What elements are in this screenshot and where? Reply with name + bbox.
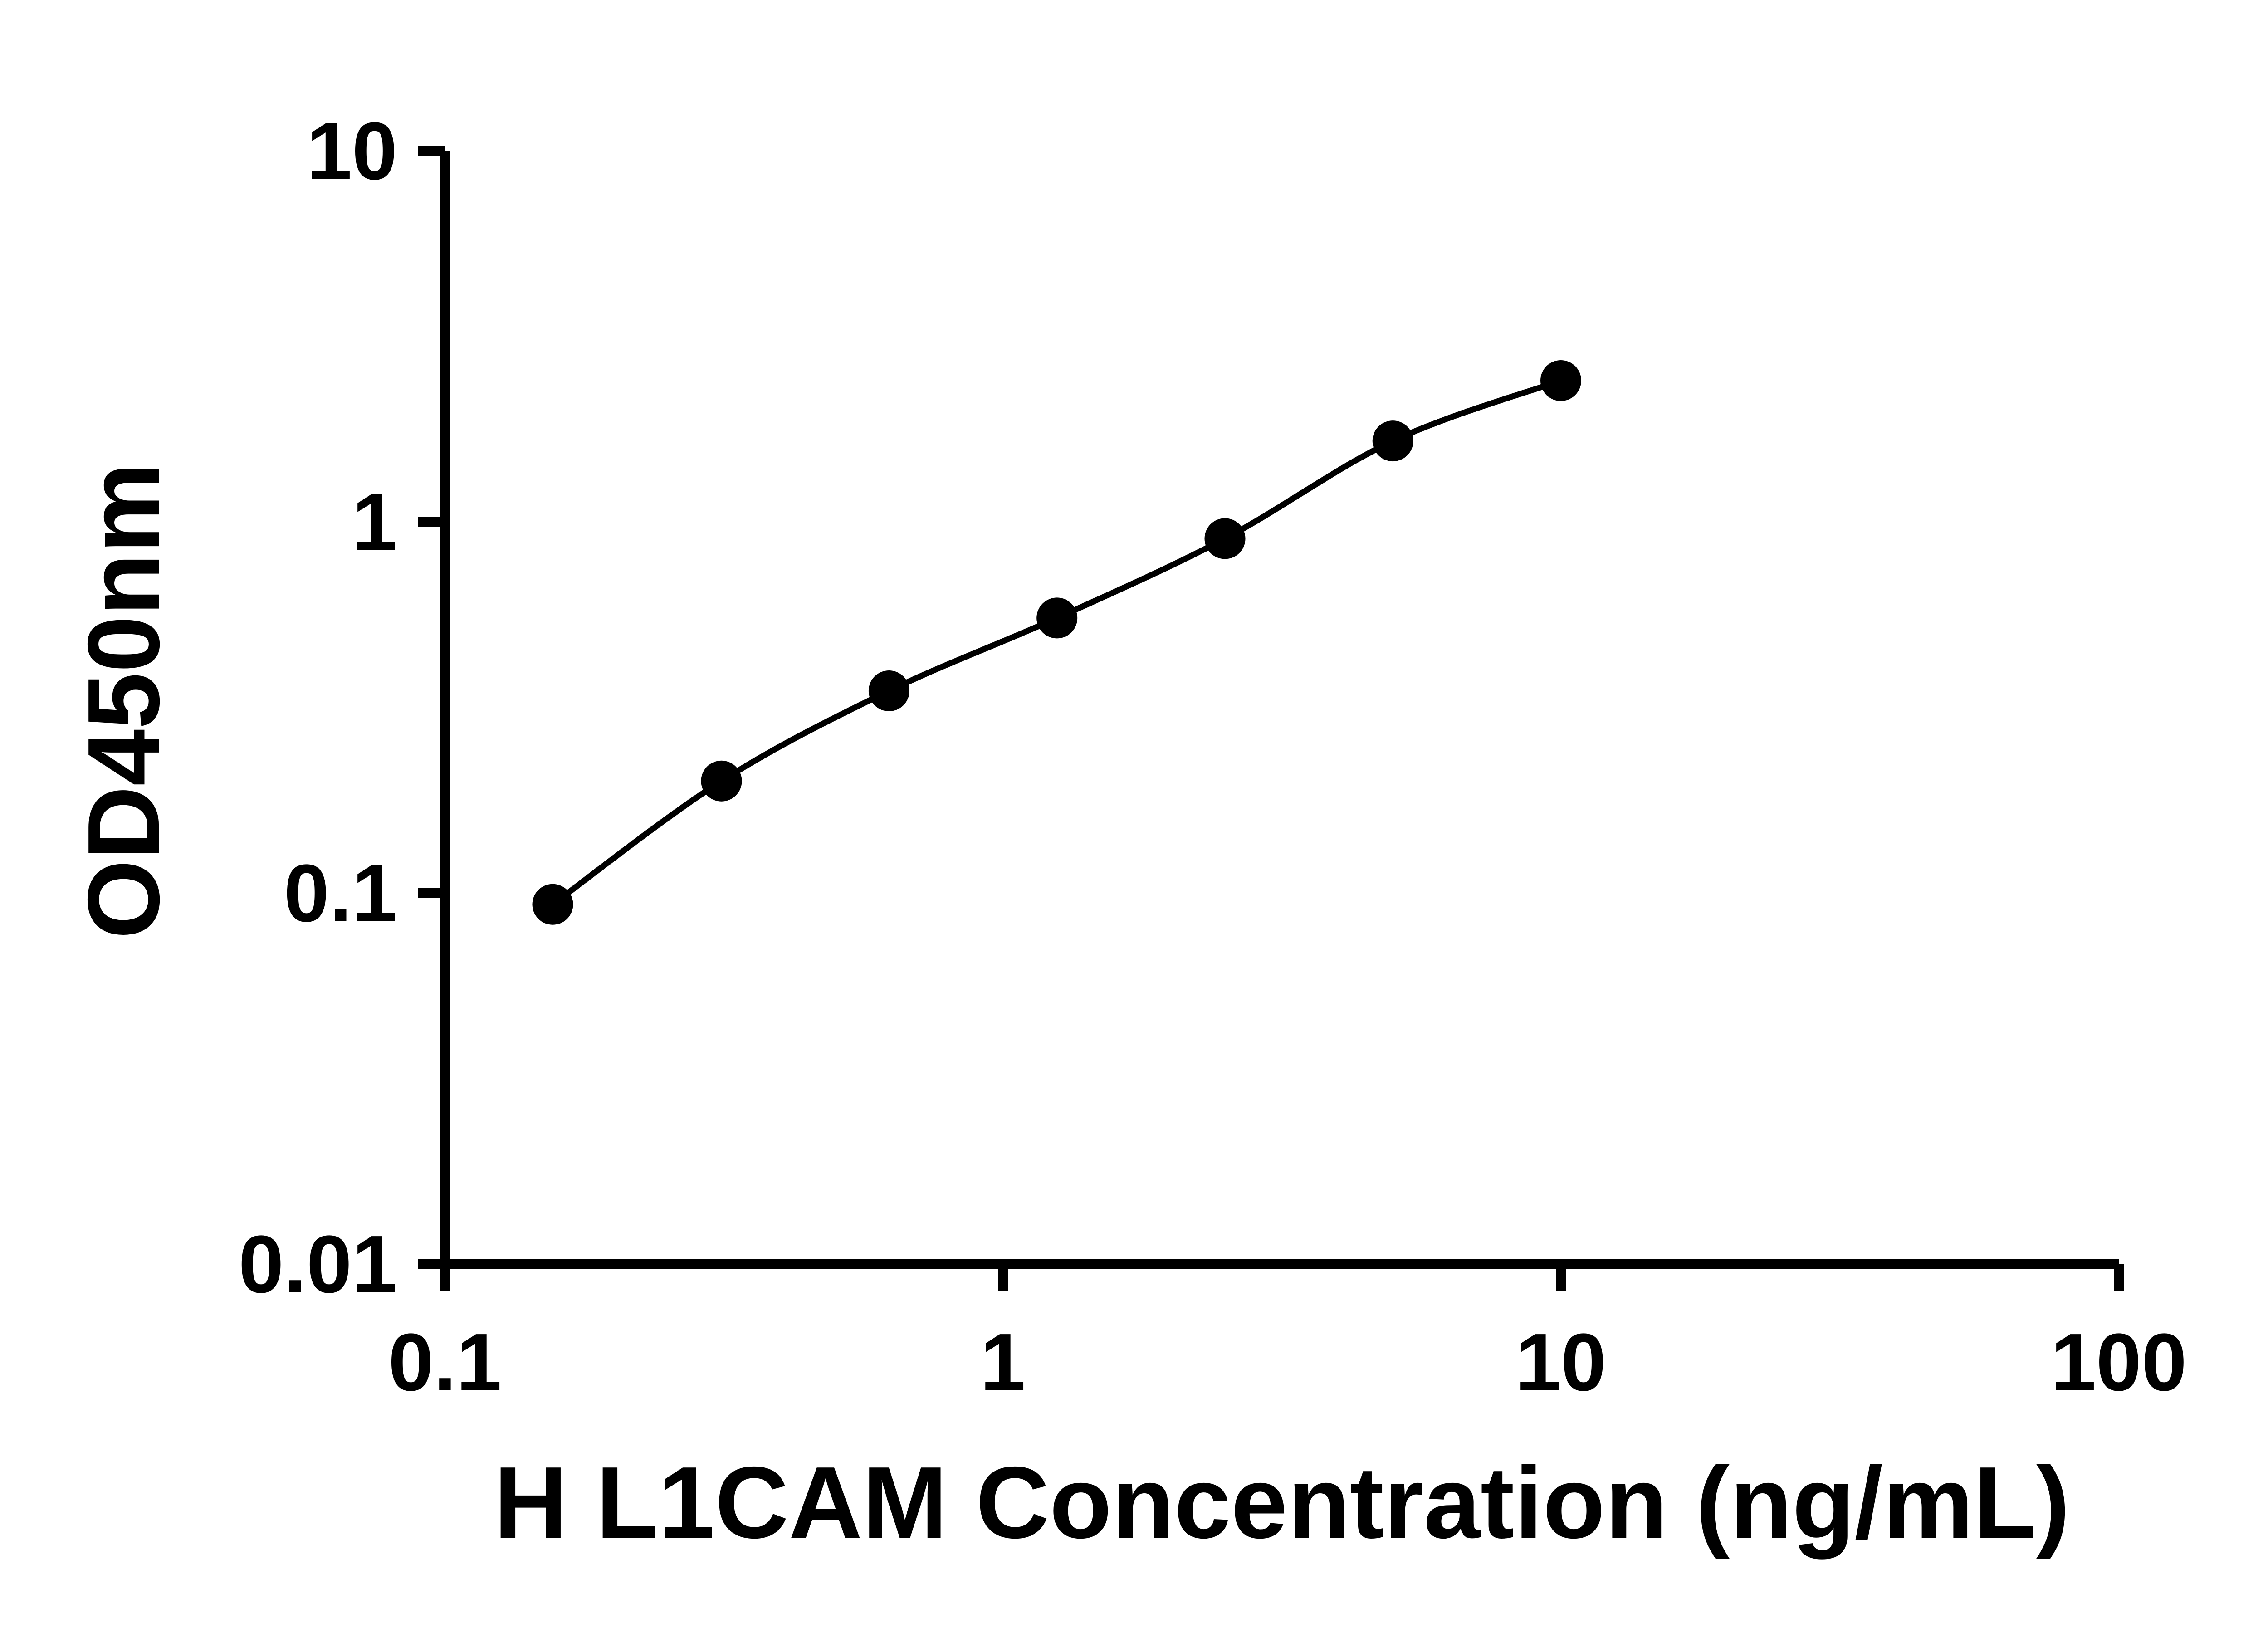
- data-point: [868, 670, 909, 711]
- y-tick-label: 10: [307, 106, 397, 197]
- x-tick-label: 1: [980, 1317, 1026, 1408]
- data-point: [532, 884, 573, 925]
- curve-line: [550, 377, 1564, 908]
- y-tick-label: 1: [352, 477, 397, 568]
- data-point: [1204, 518, 1246, 559]
- x-tick-label: 10: [1515, 1317, 1606, 1408]
- data-point: [1540, 360, 1581, 401]
- data-point: [1036, 597, 1078, 639]
- data-point: [701, 760, 742, 802]
- x-axis-title: H L1CAM Concentration (ng/mL): [494, 1445, 2070, 1560]
- y-tick-label: 0.1: [284, 848, 397, 939]
- x-tick-label: 100: [2051, 1317, 2187, 1408]
- y-axis-title: OD450nm: [66, 463, 181, 939]
- axis-ticks: [418, 146, 2124, 1291]
- data-points: [532, 360, 1581, 925]
- axes: [440, 151, 2119, 1269]
- data-point: [1372, 420, 1413, 462]
- x-tick-label: 0.1: [388, 1317, 502, 1408]
- data-series: [532, 360, 1581, 925]
- axis-lines: [440, 151, 2119, 1269]
- y-tick-label: 0.01: [239, 1219, 397, 1310]
